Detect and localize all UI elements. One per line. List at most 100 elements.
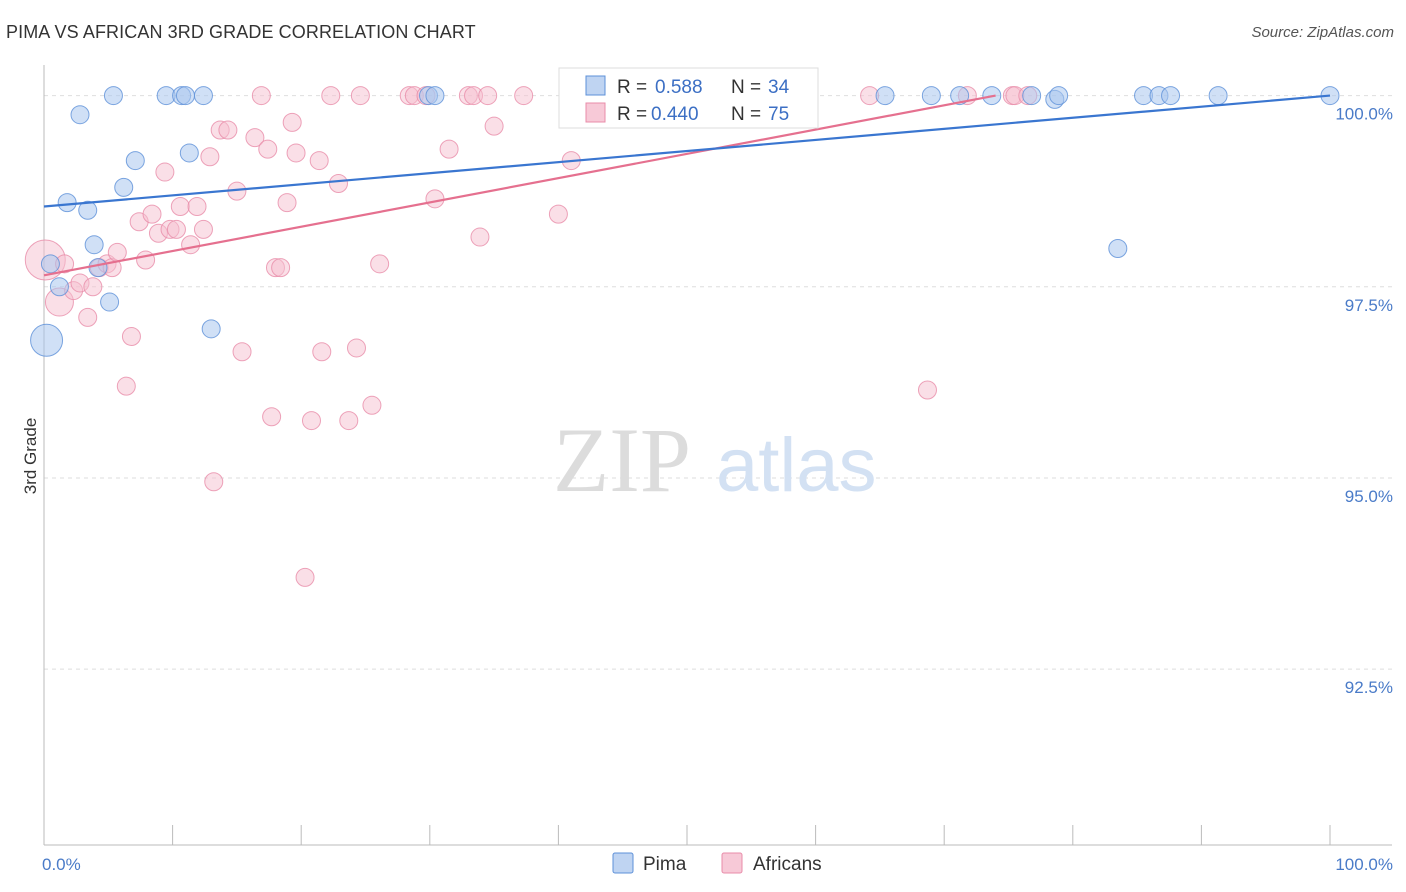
africans-point bbox=[142, 204, 162, 224]
africans-point bbox=[346, 338, 366, 358]
y-tick-label: 92.5% bbox=[1345, 678, 1393, 697]
gridlines bbox=[44, 95, 1392, 670]
pima-point bbox=[114, 177, 134, 197]
legend-africans-swatch bbox=[721, 852, 743, 874]
watermark: ZIP atlas bbox=[553, 409, 877, 511]
y-tick-label: 97.5% bbox=[1345, 296, 1393, 315]
africans-point bbox=[286, 143, 306, 163]
pima-point bbox=[49, 277, 69, 297]
pima-point bbox=[175, 86, 195, 106]
africans-point bbox=[470, 227, 490, 247]
africans-point bbox=[193, 219, 213, 239]
africans-point bbox=[136, 250, 156, 270]
africans-point bbox=[245, 128, 265, 148]
pima-point bbox=[193, 86, 213, 106]
legend-pima-swatch bbox=[612, 852, 634, 874]
africans-trend-line bbox=[43, 94, 996, 277]
tick-labels: 100.0% 97.5% 95.0% 92.5% 0.0% 100.0% bbox=[42, 105, 1393, 874]
x-tick-label-min: 0.0% bbox=[42, 855, 81, 874]
y-tick-label: 95.0% bbox=[1345, 487, 1393, 506]
pima-point bbox=[201, 319, 221, 339]
pima-point bbox=[70, 105, 90, 125]
pima-point bbox=[125, 151, 145, 171]
y-tick-label: 100.0% bbox=[1335, 105, 1393, 124]
africans-n-value: 75 bbox=[768, 104, 789, 125]
africans-legend-swatch bbox=[585, 102, 606, 123]
africans-point bbox=[262, 407, 282, 427]
africans-point bbox=[277, 193, 297, 213]
chart-title: PIMA VS AFRICAN 3RD GRADE CORRELATION CH… bbox=[6, 22, 476, 42]
data-points bbox=[24, 86, 1340, 587]
africans-point bbox=[170, 196, 190, 216]
africans-point bbox=[232, 342, 252, 362]
pima-point bbox=[1208, 86, 1228, 106]
pima-point bbox=[1161, 86, 1181, 106]
pima-point bbox=[30, 323, 64, 357]
pima-legend-swatch bbox=[585, 75, 606, 96]
stats-legend: R = 0.588 N = 34 R = 0.440 N = 75 bbox=[558, 67, 819, 129]
pima-point bbox=[84, 235, 104, 255]
africans-point bbox=[83, 277, 103, 297]
x-tick-label-max: 100.0% bbox=[1335, 855, 1393, 874]
pima-point bbox=[100, 292, 120, 312]
pima-r-value: 0.588 bbox=[655, 77, 703, 98]
pima-n-value: 34 bbox=[768, 77, 790, 98]
africans-point bbox=[370, 254, 390, 274]
pima-point bbox=[921, 86, 941, 106]
pima-point bbox=[950, 86, 970, 106]
pima-point bbox=[425, 86, 445, 106]
africans-point bbox=[282, 112, 302, 132]
africans-point bbox=[362, 395, 382, 415]
africans-point bbox=[339, 411, 359, 431]
africans-point bbox=[309, 151, 329, 171]
pima-trend-line bbox=[43, 94, 1331, 208]
africans-point bbox=[258, 139, 278, 159]
africans-point bbox=[251, 86, 271, 106]
source-label: Source: ZipAtlas.com bbox=[1251, 24, 1394, 41]
africans-point bbox=[301, 411, 321, 431]
pima-point bbox=[88, 258, 108, 278]
pima-point bbox=[179, 143, 199, 163]
legend-africans-label: Africans bbox=[753, 854, 822, 875]
africans-point bbox=[181, 235, 201, 255]
africans-point bbox=[548, 204, 568, 224]
africans-point bbox=[166, 219, 186, 239]
africans-point bbox=[295, 567, 315, 587]
pima-point bbox=[875, 86, 895, 106]
pima-r-label: R = bbox=[617, 77, 647, 98]
trend-lines bbox=[43, 94, 1331, 277]
pima-n-label: N = bbox=[731, 77, 761, 98]
africans-point bbox=[312, 342, 332, 362]
africans-point bbox=[187, 196, 207, 216]
africans-point bbox=[321, 86, 341, 106]
series-legend: Pima Africans bbox=[612, 852, 822, 875]
pima-point bbox=[78, 200, 98, 220]
pima-point bbox=[40, 254, 60, 274]
y-axis-title: 3rd Grade bbox=[21, 418, 40, 495]
pima-point bbox=[103, 86, 123, 106]
africans-point bbox=[514, 86, 534, 106]
africans-r-value: 0.440 bbox=[651, 104, 699, 125]
africans-point bbox=[200, 147, 220, 167]
legend-pima-label: Pima bbox=[643, 854, 687, 875]
pima-point bbox=[57, 193, 77, 213]
africans-point bbox=[350, 86, 370, 106]
africans-point bbox=[439, 139, 459, 159]
axes bbox=[43, 65, 1392, 846]
pima-point bbox=[1022, 86, 1042, 106]
africans-point bbox=[484, 116, 504, 136]
watermark-zip: ZIP bbox=[553, 409, 691, 511]
watermark-atlas: atlas bbox=[716, 423, 877, 508]
africans-point bbox=[271, 258, 291, 278]
africans-point bbox=[425, 189, 445, 209]
africans-point bbox=[107, 242, 127, 262]
africans-point bbox=[218, 120, 238, 140]
africans-point bbox=[478, 86, 498, 106]
africans-point bbox=[204, 472, 224, 492]
africans-point bbox=[155, 162, 175, 182]
africans-point bbox=[917, 380, 937, 400]
africans-point bbox=[116, 376, 136, 396]
pima-point bbox=[1108, 239, 1128, 259]
africans-point bbox=[78, 307, 98, 327]
